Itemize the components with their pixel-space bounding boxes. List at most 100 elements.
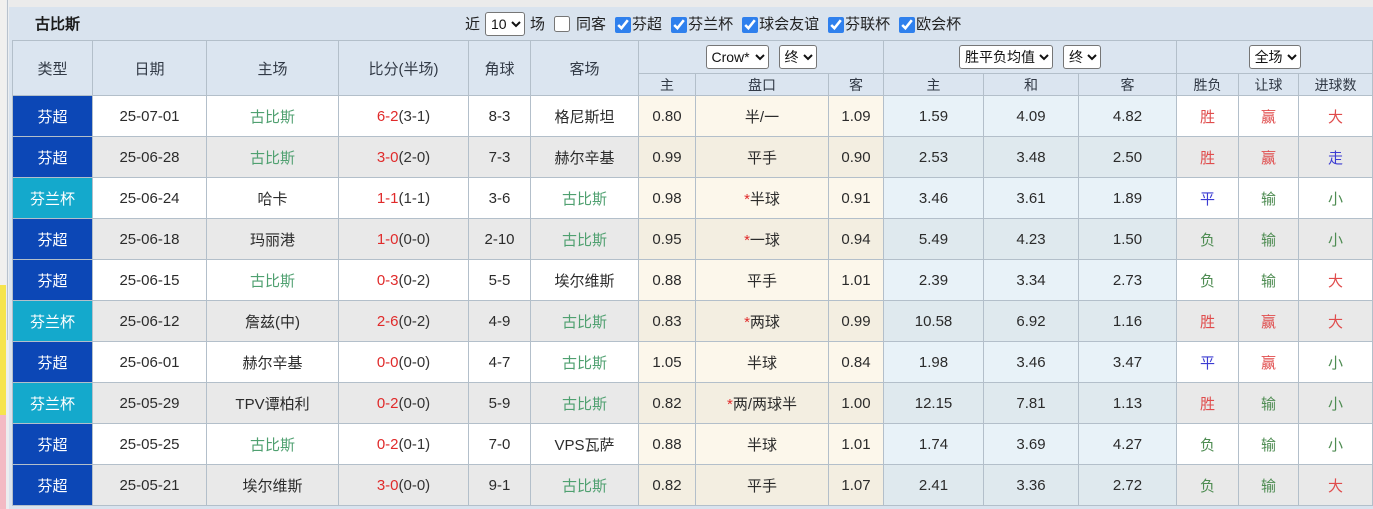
odds-home: 0.82 <box>638 464 696 506</box>
finnish-league-cup-checkbox[interactable] <box>828 17 845 34</box>
avg-away-odds: 1.13 <box>1078 382 1178 424</box>
result-badge: 胜 <box>1176 382 1240 424</box>
goals-result-badge: 小 <box>1298 341 1373 383</box>
avg-final-select[interactable]: 终 <box>1063 45 1102 69</box>
corners: 4-7 <box>468 341 531 383</box>
odds-away: 0.99 <box>827 300 885 342</box>
avg-home-odds: 1.59 <box>883 95 985 137</box>
handicap-result-badge: 赢 <box>1238 341 1300 383</box>
col-header-away: 客场 <box>530 40 639 96</box>
league-type-badge: 芬超 <box>12 218 93 260</box>
table-row: 芬超 25-07-01 古比斯 6-2(3-1) 8-3 格尼斯坦 0.80 半/一 1.09 1… <box>12 95 1373 137</box>
handicap-result-badge: 输 <box>1238 259 1300 301</box>
home-team: 古比斯 <box>206 259 339 301</box>
home-team: 古比斯 <box>206 136 339 178</box>
filter-controls: 近 10 场 同客 芬超 芬兰杯 球会友谊 芬联杯 欧会杯 <box>465 7 961 40</box>
odds-home: 0.88 <box>638 423 696 465</box>
score: 0-3(0-2) <box>338 259 469 301</box>
avg-home-odds: 1.98 <box>883 341 985 383</box>
odds-away: 0.84 <box>827 341 885 383</box>
league-type-badge: 芬兰杯 <box>12 382 93 424</box>
table-row: 芬超 25-06-01 赫尔辛基 0-0(0-0) 4-7 古比斯 1.05 半球 0.84 1.… <box>12 341 1373 383</box>
league-filter-club-friendly: 球会友谊 <box>738 13 819 34</box>
corners: 3-6 <box>468 177 531 219</box>
league-type-badge: 芬超 <box>12 259 93 301</box>
handicap-result-badge: 赢 <box>1238 300 1300 342</box>
fulltime-select[interactable]: 全场 <box>1248 45 1301 69</box>
odds-home: 0.82 <box>638 382 696 424</box>
score: 0-2(0-1) <box>338 423 469 465</box>
subcol-odds-away: 客 <box>827 73 885 96</box>
subcol-handicap: 盘口 <box>695 73 829 96</box>
home-team: 赫尔辛基 <box>206 341 339 383</box>
odds-company-select[interactable]: Crow* <box>705 45 769 69</box>
away-team: 古比斯 <box>530 218 639 260</box>
away-team: VPS瓦萨 <box>530 423 639 465</box>
result-badge: 负 <box>1176 464 1240 506</box>
match-date: 25-05-29 <box>92 382 207 424</box>
score: 1-1(1-1) <box>338 177 469 219</box>
left-edge-artifact <box>0 0 9 509</box>
result-badge: 平 <box>1176 177 1240 219</box>
score: 1-0(0-0) <box>338 218 469 260</box>
subcol-avg-draw: 和 <box>983 73 1080 96</box>
away-team: 古比斯 <box>530 341 639 383</box>
handicap-line: 平手 <box>695 464 829 506</box>
avg-away-odds: 2.72 <box>1078 464 1178 506</box>
avg-away-odds: 3.47 <box>1078 341 1178 383</box>
odds-home: 0.98 <box>638 177 696 219</box>
odds-home: 0.83 <box>638 300 696 342</box>
same-away-label: 同客 <box>576 16 607 33</box>
odds-final-select[interactable]: 终 <box>778 45 817 69</box>
odds-away: 1.09 <box>827 95 885 137</box>
table-row: 芬兰杯 25-05-29 TPV谭柏利 0-2(0-0) 5-9 古比斯 0.82 *两/两球… <box>12 382 1373 424</box>
corners: 2-10 <box>468 218 531 260</box>
result-badge: 负 <box>1176 423 1240 465</box>
score: 0-0(0-0) <box>338 341 469 383</box>
avg-type-select[interactable]: 胜平负均值 <box>959 45 1054 69</box>
handicap-line: 半球 <box>695 341 829 383</box>
avg-away-odds: 2.73 <box>1078 259 1178 301</box>
same-away-checkbox[interactable] <box>554 15 571 32</box>
match-date: 25-06-12 <box>92 300 207 342</box>
page-top-gap <box>9 0 1373 7</box>
conference-league-checkbox[interactable] <box>899 17 916 34</box>
odds-home: 0.99 <box>638 136 696 178</box>
odds-home: 0.95 <box>638 218 696 260</box>
league-type-badge: 芬超 <box>12 136 93 178</box>
finnish-cup-checkbox[interactable] <box>671 17 688 34</box>
league-filter-finnish-premier: 芬超 <box>611 13 662 34</box>
score: 3-0(2-0) <box>338 136 469 178</box>
avg-draw-odds: 3.69 <box>983 423 1080 465</box>
finnish-premier-checkbox[interactable] <box>615 17 632 34</box>
match-date: 25-06-28 <box>92 136 207 178</box>
goals-result-badge: 小 <box>1298 423 1373 465</box>
handicap-line: 平手 <box>695 136 829 178</box>
match-date: 25-06-18 <box>92 218 207 260</box>
handicap-line: *两/两球半 <box>695 382 829 424</box>
subcol-odds-home: 主 <box>638 73 696 96</box>
match-count-select[interactable]: 10 <box>485 11 526 36</box>
corners: 5-5 <box>468 259 531 301</box>
score: 0-2(0-0) <box>338 382 469 424</box>
handicap-result-badge: 输 <box>1238 382 1300 424</box>
col-header-corners: 角球 <box>468 40 531 96</box>
league-type-badge: 芬兰杯 <box>12 300 93 342</box>
away-team: 格尼斯坦 <box>530 95 639 137</box>
odds-away: 1.07 <box>827 464 885 506</box>
result-badge: 胜 <box>1176 136 1240 178</box>
near-label: 近 <box>465 16 481 33</box>
league-filter-finnish-cup: 芬兰杯 <box>667 13 733 34</box>
corners: 5-9 <box>468 382 531 424</box>
avg-home-odds: 10.58 <box>883 300 985 342</box>
away-team: 埃尔维斯 <box>530 259 639 301</box>
col-header-type: 类型 <box>12 40 93 96</box>
home-team: 哈卡 <box>206 177 339 219</box>
league-type-badge: 芬超 <box>12 341 93 383</box>
corners: 8-3 <box>468 95 531 137</box>
avg-draw-odds: 4.23 <box>983 218 1080 260</box>
page-title: 古比斯 <box>35 16 81 33</box>
avg-home-odds: 1.74 <box>883 423 985 465</box>
club-friendly-checkbox[interactable] <box>742 17 759 34</box>
col-header-score: 比分(半场) <box>338 40 469 96</box>
